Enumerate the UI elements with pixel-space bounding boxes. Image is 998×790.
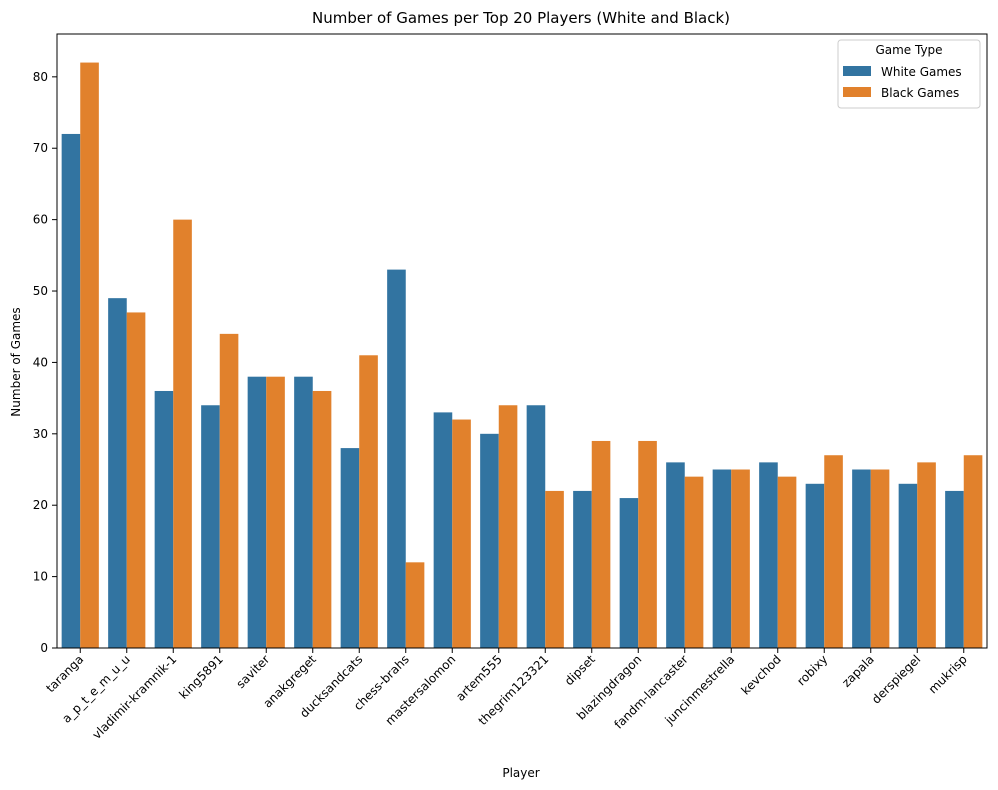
black-games-bar-fandm-lancaster (684, 476, 704, 648)
white-games-bar-robixy (805, 483, 825, 648)
x-tick-label: robixy (794, 652, 830, 688)
y-axis-label: Number of Games (9, 307, 23, 416)
white-games-bar-derspiegel (898, 483, 918, 648)
black-games-bar-juncinmestrella (731, 469, 750, 648)
black-games-bar-blazingdragon (638, 440, 657, 648)
y-tick-label: 70 (33, 141, 48, 155)
x-tick-label: saviter (233, 652, 272, 691)
white-games-bar-anakgreget (294, 376, 313, 648)
white-games-bar-juncinmestrella (712, 469, 732, 648)
white-games-bar-taranga (61, 133, 81, 648)
y-tick-label: 20 (33, 498, 48, 512)
x-axis: tarangaa_p_t_e_m_u_uvladimir-kramnik-1ki… (43, 648, 970, 742)
black-games-bar-chess-brahs (405, 562, 425, 648)
white-games-bar-mukrisp (945, 490, 964, 648)
x-axis-label: Player (502, 766, 539, 780)
x-tick-label: king5891 (176, 652, 226, 702)
legend-title: Game Type (875, 43, 942, 57)
white-games-bar-vladimir-kramnik-1 (154, 390, 174, 648)
black-games-bar-kevchod (777, 476, 797, 648)
black-games-bar-thegrim123321 (545, 490, 564, 648)
legend-entry: Black Games (881, 86, 959, 100)
white-games-bar-thegrim123321 (526, 405, 546, 648)
black-games-bar-mastersalomon (452, 419, 471, 648)
legend-swatch (843, 87, 871, 97)
y-axis: 0 10 20 30 40 50 60 70 80 (33, 70, 57, 655)
black-games-bar-dipset (591, 440, 611, 648)
legend-entry: White Games (881, 65, 962, 79)
white-games-bar-ducksandcats (340, 448, 360, 648)
black-games-bar-robixy (824, 455, 843, 648)
white-games-bar-zapala (852, 469, 871, 648)
x-tick-label: derspiegel (869, 652, 923, 706)
black-games-bar-a_p_t_e_m_u_u (126, 312, 146, 648)
legend: Game Type White Games Black Games (837, 39, 981, 109)
white-games-bar-blazingdragon (619, 498, 639, 648)
x-tick-label: dipset (562, 652, 598, 688)
white-games-bar-dipset (573, 490, 592, 648)
y-tick-label: 0 (40, 641, 48, 655)
black-games-bar-ducksandcats (359, 355, 378, 648)
y-tick-label: 10 (33, 570, 48, 584)
y-tick-label: 40 (33, 355, 48, 369)
black-games-bar-artem555 (498, 405, 518, 648)
black-games-bar-derspiegel (917, 462, 936, 648)
x-tick-label: kevchod (738, 652, 783, 697)
x-tick-label: vladimir-kramnik-1 (90, 652, 180, 742)
black-games-bar-taranga (80, 62, 99, 648)
black-games-bar-zapala (870, 469, 890, 648)
white-games-bar-mastersalomon (433, 412, 453, 648)
x-tick-label: taranga (43, 652, 86, 695)
plot-frame (56, 33, 988, 649)
white-games-bar-chess-brahs (387, 269, 406, 648)
white-games-bar-kevchod (759, 462, 778, 648)
black-games-bar-king5891 (219, 333, 239, 648)
bars-group (61, 62, 983, 648)
white-games-bar-artem555 (480, 433, 499, 648)
y-tick-label: 50 (33, 284, 48, 298)
white-games-bar-saviter (247, 376, 267, 648)
x-tick-label: mukrisp (926, 652, 970, 696)
y-tick-label: 80 (33, 70, 48, 84)
y-tick-label: 60 (33, 213, 48, 227)
black-games-bar-mukrisp (963, 455, 983, 648)
white-games-bar-a_p_t_e_m_u_u (108, 298, 127, 648)
chart-title: Number of Games per Top 20 Players (Whit… (312, 9, 730, 27)
legend-swatch (843, 66, 871, 76)
x-tick-label: zapala (839, 652, 877, 690)
white-games-bar-fandm-lancaster (666, 462, 685, 648)
y-tick-label: 30 (33, 427, 48, 441)
white-games-bar-king5891 (201, 405, 220, 648)
legend-box (837, 39, 981, 109)
black-games-bar-anakgreget (312, 390, 332, 648)
black-games-bar-vladimir-kramnik-1 (173, 219, 192, 648)
black-games-bar-saviter (266, 376, 285, 648)
